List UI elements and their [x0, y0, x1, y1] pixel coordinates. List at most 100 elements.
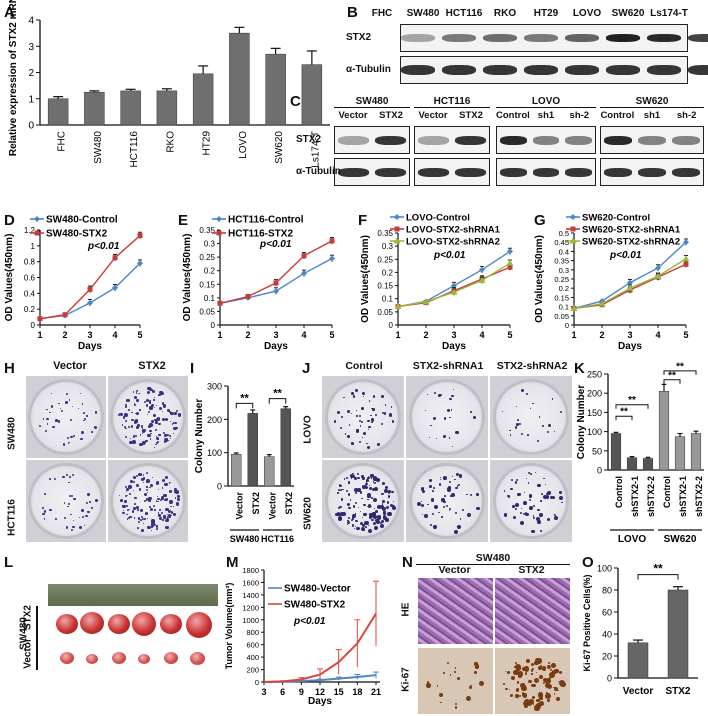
colony [527, 482, 530, 484]
data-point [506, 259, 514, 266]
y-tick-label: 600 [246, 641, 259, 650]
colony [361, 484, 367, 489]
legend-label: SW620-STX2-shRNA1 [582, 225, 681, 236]
colony [46, 423, 49, 425]
x-tick-label: 3 [273, 330, 278, 340]
colony [544, 693, 551, 699]
y-axis-label: OD Values(450nm) [534, 235, 545, 323]
colony [540, 492, 543, 496]
x-tick-label: STX2 [284, 492, 294, 515]
colony [126, 494, 129, 497]
row-label: α-Tubulin [346, 64, 391, 75]
colony [448, 486, 451, 489]
x-tick-label: 3 [451, 330, 456, 340]
colony [361, 475, 365, 478]
colony [523, 500, 527, 505]
colony [558, 670, 563, 674]
plate-frame [490, 460, 572, 542]
colony [85, 502, 88, 504]
x-tick-label: 2 [245, 330, 250, 340]
colony [371, 477, 373, 479]
sig-bracket [637, 574, 679, 580]
y-tick-label: 0.35 [199, 226, 215, 235]
colony [81, 509, 84, 512]
colony [38, 424, 41, 427]
colony [139, 409, 141, 411]
plate-frame [26, 460, 106, 542]
lane-label: SW620 [611, 8, 645, 19]
y-tick-label: 0.1 [382, 295, 394, 304]
data-point [87, 286, 93, 292]
colony [368, 529, 373, 534]
colony [515, 405, 517, 407]
y-tick-label: 200 [246, 666, 259, 675]
colony [133, 396, 137, 400]
blot-band [455, 168, 486, 177]
x-tick-label: FHC [57, 131, 68, 152]
colony [165, 476, 168, 480]
colony [379, 523, 384, 528]
colony [431, 512, 435, 516]
data-point [273, 280, 279, 286]
colony [124, 412, 128, 417]
blot-band [442, 65, 476, 75]
colony [355, 519, 358, 523]
group-title: SW620 [600, 96, 704, 108]
y-tick-label: 300 [207, 382, 222, 392]
colony [128, 516, 131, 520]
data-point [450, 288, 458, 295]
blot-band [565, 34, 599, 42]
colony [149, 484, 153, 488]
colony [554, 668, 559, 674]
data-point [112, 284, 118, 291]
y-tick-label: 40 [602, 630, 612, 640]
data-point [598, 300, 606, 307]
colony [149, 486, 151, 489]
blot-band [638, 168, 666, 177]
colony [150, 388, 153, 392]
x-tick-label: Vector [234, 492, 244, 520]
colony [559, 411, 563, 414]
data-point [137, 260, 143, 267]
colony [62, 443, 66, 447]
legend-label: SW620-Control [582, 213, 650, 224]
colony [169, 500, 173, 504]
plate-frame [108, 376, 188, 458]
y-tick-label: 1.2 [24, 226, 36, 235]
colony [132, 489, 134, 491]
colony [336, 512, 340, 516]
colony [44, 510, 47, 513]
colony [451, 394, 454, 398]
colony [366, 442, 369, 445]
x-tick-label: 18 [352, 687, 362, 697]
colony [420, 500, 422, 503]
colony [380, 521, 383, 524]
tumor [160, 614, 182, 634]
colony [164, 438, 169, 443]
colony [172, 505, 174, 507]
blot-band [442, 34, 476, 42]
colony [68, 495, 71, 498]
colony [380, 394, 384, 398]
colony [343, 478, 346, 480]
legend-label: SW480-STX2 [284, 600, 346, 611]
colony [524, 699, 530, 706]
colony [134, 419, 139, 423]
colony [129, 437, 132, 440]
colony [175, 502, 180, 506]
colony [42, 513, 45, 516]
lane-label: sh-2 [676, 110, 697, 121]
colony [363, 528, 365, 531]
colony [149, 438, 152, 441]
sig-bracket [235, 402, 254, 409]
data-point [479, 266, 485, 273]
legend-marker [570, 226, 576, 232]
colony [373, 476, 377, 481]
x-tick-label: 2 [599, 330, 604, 340]
bar [264, 456, 275, 487]
colony [126, 487, 130, 491]
bar [626, 457, 638, 471]
colony [70, 513, 72, 516]
colony [371, 506, 373, 508]
colony [129, 493, 132, 496]
